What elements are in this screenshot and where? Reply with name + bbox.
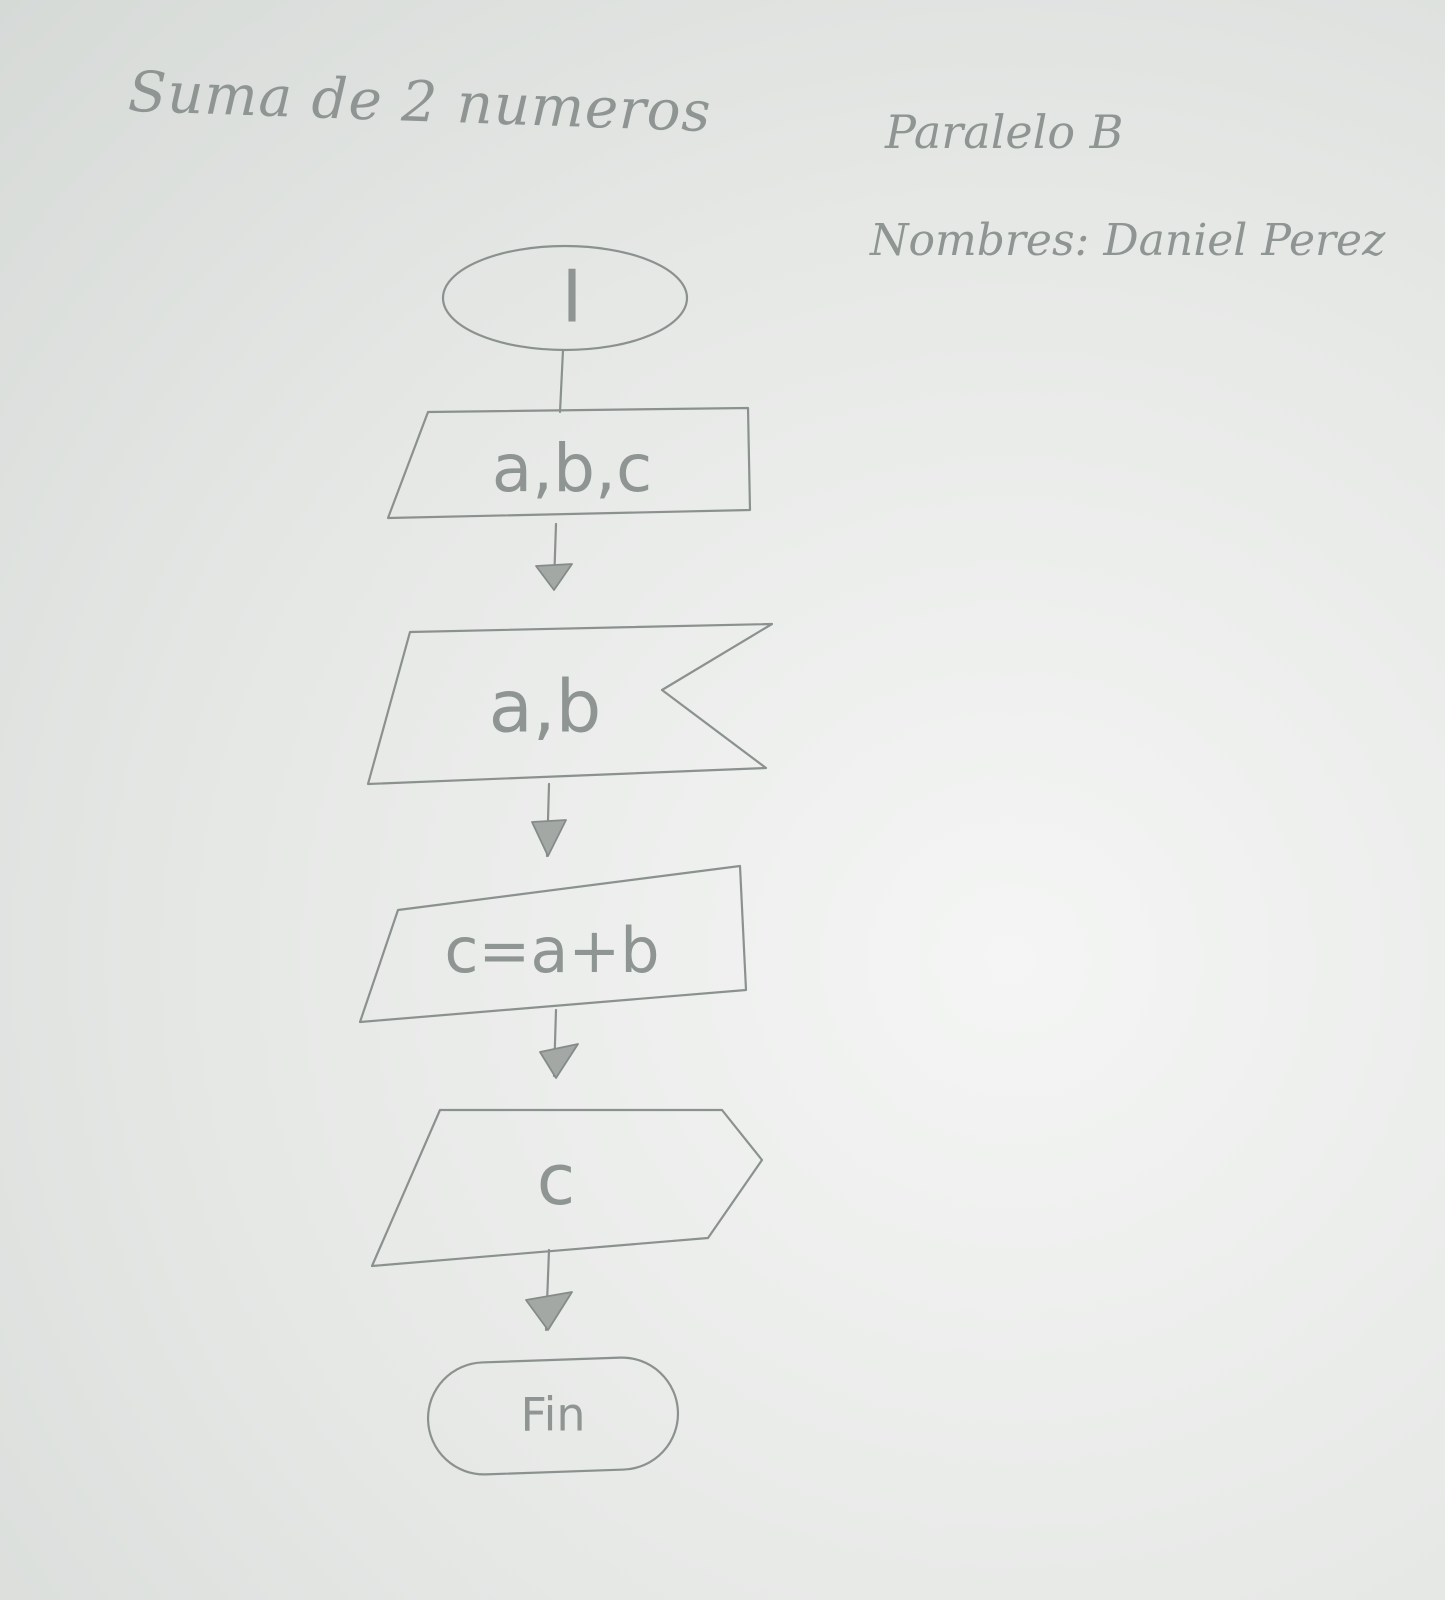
process-label: c=a+b — [444, 914, 659, 987]
declare-shape — [386, 406, 752, 520]
paralelo-label: Paralelo B — [885, 105, 1124, 159]
start-shape — [441, 244, 689, 352]
end-node: Fin — [426, 1356, 680, 1476]
declare-node: a,b,c — [386, 406, 752, 520]
connector-declare-to-input — [535, 522, 573, 591]
connector-output-to-end — [525, 1248, 573, 1332]
end-label: Fin — [520, 1388, 585, 1442]
process-node: c=a+b — [358, 864, 748, 1024]
start-node: I — [441, 244, 689, 352]
input-shape — [366, 622, 774, 786]
output-shape — [370, 1108, 764, 1268]
arrow-head — [531, 819, 567, 857]
input-label: a,b — [489, 665, 602, 749]
arrow-head — [539, 1043, 579, 1079]
output-node: c — [370, 1108, 764, 1268]
connector-process-to-output — [539, 1008, 579, 1079]
input-node: a,b — [366, 622, 774, 786]
connector-line — [558, 348, 565, 414]
connector-input-to-process — [531, 782, 567, 858]
nombres-label: Nombres: Daniel Perez — [870, 215, 1386, 266]
arrow-head — [535, 563, 573, 591]
connector-start-to-declare — [558, 348, 565, 414]
output-label: c — [537, 1139, 576, 1221]
start-label: I — [561, 255, 582, 339]
process-shape — [358, 864, 748, 1024]
end-shape — [426, 1356, 680, 1476]
arrow-head — [525, 1291, 573, 1331]
declare-label: a,b,c — [492, 430, 653, 507]
